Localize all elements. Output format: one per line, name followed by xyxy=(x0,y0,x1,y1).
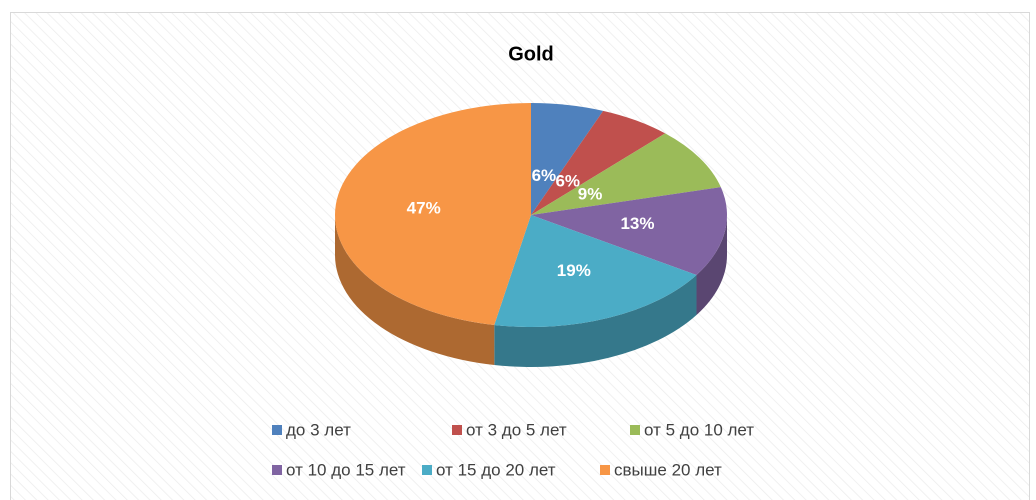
legend-label: от 3 до 5 лет xyxy=(466,420,567,439)
data-label: 19% xyxy=(557,261,591,280)
legend-swatch xyxy=(272,465,282,475)
slice-side xyxy=(696,215,727,316)
legend-swatch xyxy=(272,425,282,435)
slice-side xyxy=(494,275,697,367)
legend-swatch xyxy=(600,465,610,475)
slice-side xyxy=(335,215,495,366)
data-label: 13% xyxy=(620,214,654,233)
data-label: 6% xyxy=(532,166,557,185)
legend-swatch xyxy=(630,425,640,435)
chart-title: Gold xyxy=(508,43,554,65)
slice-top xyxy=(531,103,604,215)
pie-slice xyxy=(531,103,604,215)
legend-label: от 5 до 10 лет xyxy=(644,420,754,439)
data-label: 47% xyxy=(407,199,441,218)
pie-slice xyxy=(531,187,727,316)
pie-slice xyxy=(531,133,721,215)
data-label: 6% xyxy=(555,171,580,190)
pie-slice xyxy=(494,215,697,367)
legend-label: от 10 до 15 лет xyxy=(286,460,406,479)
legend-label: свыше 20 лет xyxy=(614,460,722,479)
legend-label: до 3 лет xyxy=(286,420,351,439)
legend-swatch xyxy=(422,465,432,475)
slice-top xyxy=(494,215,697,327)
data-label: 9% xyxy=(578,185,603,204)
slice-top xyxy=(531,110,666,215)
legend-label: от 15 до 20 лет xyxy=(436,460,556,479)
slice-top xyxy=(334,103,531,326)
pie-slice xyxy=(334,103,531,366)
pie-slice xyxy=(531,110,666,215)
slice-top xyxy=(531,187,727,276)
slice-top xyxy=(531,133,721,215)
legend-swatch xyxy=(452,425,462,435)
